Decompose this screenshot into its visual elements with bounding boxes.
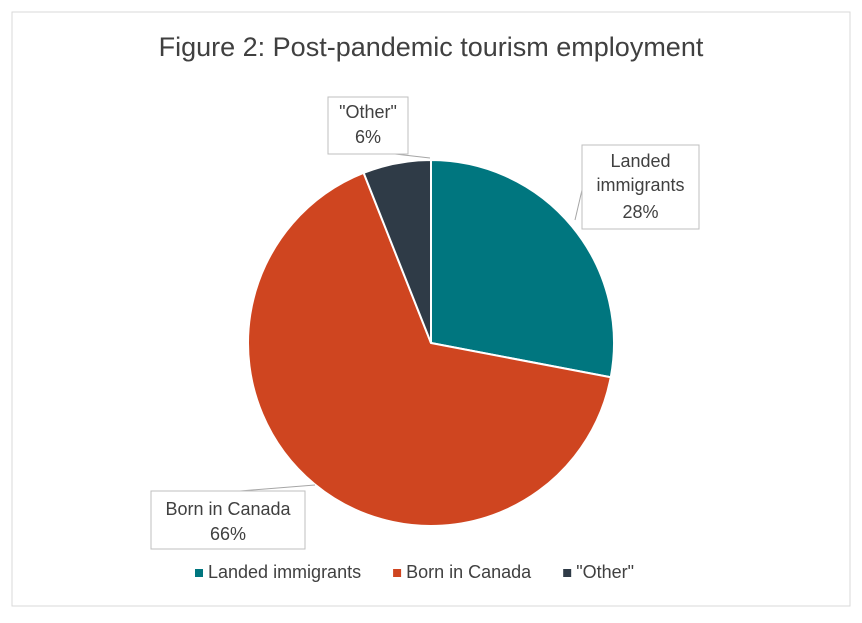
legend-label: Born in Canada bbox=[406, 562, 532, 582]
legend-swatch bbox=[393, 569, 402, 577]
data-label-box bbox=[581, 144, 700, 230]
chart-title: Figure 2: Post-pandemic tourism employme… bbox=[159, 32, 704, 62]
data-label-category: Landed immigrants bbox=[596, 151, 684, 195]
label-leader bbox=[239, 484, 316, 492]
data-label-category: "Other" bbox=[339, 102, 397, 122]
legend-swatch bbox=[563, 569, 572, 577]
data-label-box bbox=[150, 490, 306, 550]
label-leader bbox=[394, 153, 431, 159]
data-label-box bbox=[327, 96, 409, 155]
pie-slice bbox=[430, 158, 615, 379]
legend-swatch bbox=[195, 569, 203, 577]
pie-slice bbox=[247, 171, 612, 527]
label-leader bbox=[574, 189, 583, 221]
data-label-value: 28% bbox=[622, 202, 658, 222]
legend-label: Landed immigrants bbox=[208, 562, 361, 582]
data-label-value: 6% bbox=[355, 127, 381, 147]
legend-label: "Other" bbox=[576, 562, 634, 582]
data-label-value: 66% bbox=[210, 524, 246, 544]
data-label-category: Born in Canada bbox=[165, 499, 291, 519]
pie-slice bbox=[362, 158, 432, 344]
